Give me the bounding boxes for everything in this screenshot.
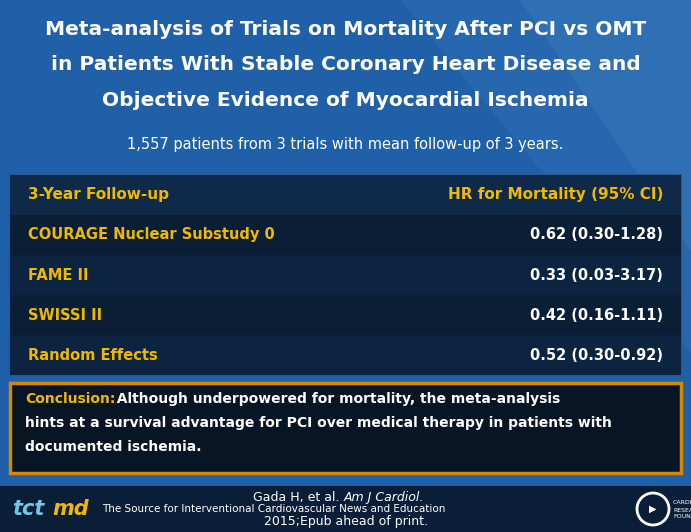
FancyBboxPatch shape <box>10 335 681 375</box>
Text: 0.42 (0.16-1.11): 0.42 (0.16-1.11) <box>530 307 663 322</box>
Text: CARDIOVASCULAR: CARDIOVASCULAR <box>673 501 691 505</box>
FancyBboxPatch shape <box>0 486 691 532</box>
Text: RESEARCH: RESEARCH <box>673 508 691 512</box>
Polygon shape <box>400 0 691 352</box>
FancyBboxPatch shape <box>10 175 681 215</box>
Text: Although underpowered for mortality, the meta-analysis: Although underpowered for mortality, the… <box>107 392 560 406</box>
Text: FAME II: FAME II <box>28 268 88 282</box>
FancyBboxPatch shape <box>10 175 681 375</box>
Polygon shape <box>520 0 691 252</box>
Text: hints at a survival advantage for PCI over medical therapy in patients with: hints at a survival advantage for PCI ov… <box>25 416 612 430</box>
Text: md: md <box>52 499 88 519</box>
Text: Objective Evidence of Myocardial Ischemia: Objective Evidence of Myocardial Ischemi… <box>102 90 589 110</box>
Text: 1,557 patients from 3 trials with mean follow-up of 3 years.: 1,557 patients from 3 trials with mean f… <box>127 137 564 153</box>
Text: SWISSI II: SWISSI II <box>28 307 102 322</box>
Text: tct: tct <box>12 499 44 519</box>
FancyBboxPatch shape <box>10 295 681 335</box>
Text: 0.52 (0.30-0.92): 0.52 (0.30-0.92) <box>530 347 663 362</box>
Text: FOUNDATION: FOUNDATION <box>673 514 691 520</box>
Text: Conclusion:: Conclusion: <box>25 392 115 406</box>
FancyBboxPatch shape <box>10 383 681 473</box>
Text: COURAGE Nuclear Substudy 0: COURAGE Nuclear Substudy 0 <box>28 228 275 243</box>
Text: 0.62 (0.30-1.28): 0.62 (0.30-1.28) <box>530 228 663 243</box>
FancyBboxPatch shape <box>10 255 681 295</box>
Text: 3-Year Follow-up: 3-Year Follow-up <box>28 187 169 203</box>
Text: Gada H, et al.: Gada H, et al. <box>253 492 343 504</box>
Text: Meta-analysis of Trials on Mortality After PCI vs OMT: Meta-analysis of Trials on Mortality Aft… <box>45 21 646 39</box>
Text: documented ischemia.: documented ischemia. <box>25 440 202 454</box>
Text: Am J Cardiol.: Am J Cardiol. <box>343 492 424 504</box>
Text: in Patients With Stable Coronary Heart Disease and: in Patients With Stable Coronary Heart D… <box>50 55 641 74</box>
Text: HR for Mortality (95% CI): HR for Mortality (95% CI) <box>448 187 663 203</box>
Text: 0.33 (0.03-3.17): 0.33 (0.03-3.17) <box>530 268 663 282</box>
Text: 2015;Epub ahead of print.: 2015;Epub ahead of print. <box>263 514 428 528</box>
FancyBboxPatch shape <box>10 215 681 255</box>
Text: Random Effects: Random Effects <box>28 347 158 362</box>
Text: ▶: ▶ <box>650 504 656 514</box>
Text: The Source for Interventional Cardiovascular News and Education: The Source for Interventional Cardiovasc… <box>102 504 446 514</box>
